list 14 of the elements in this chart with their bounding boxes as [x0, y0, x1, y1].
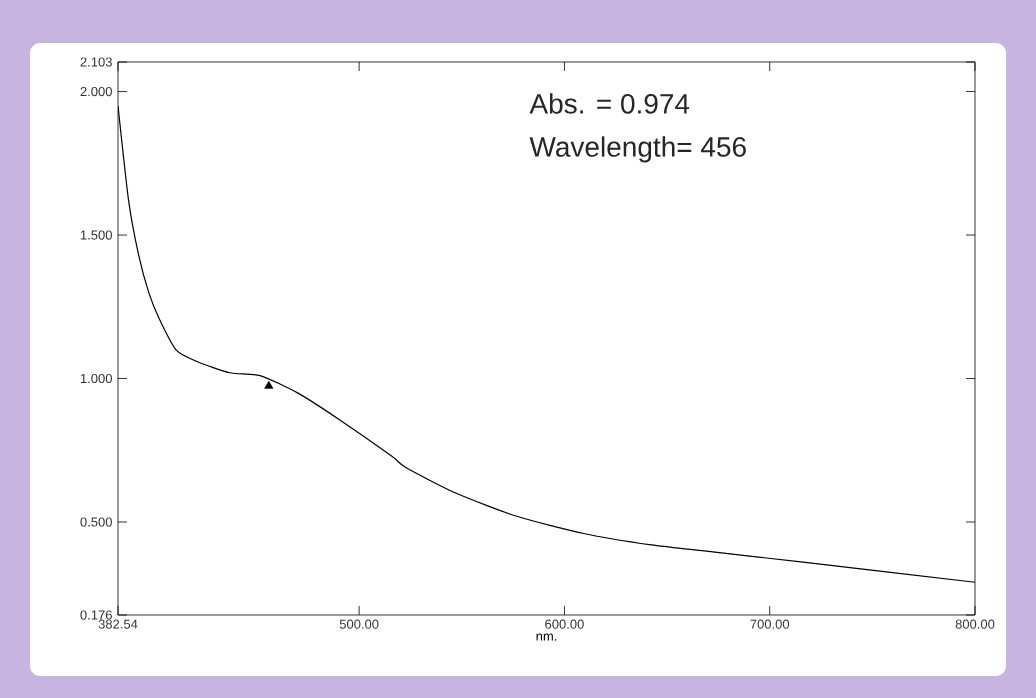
x-tick-label: 800.00	[955, 619, 995, 629]
y-tick-label: 1.500	[80, 230, 112, 240]
x-tick-label: 500.00	[339, 619, 379, 629]
y-tick-label: 2.103	[80, 57, 112, 67]
y-tick-label: 0.176	[80, 610, 112, 620]
y-tick-label: 2.000	[80, 86, 112, 97]
x-tick-label: 600.00	[545, 619, 584, 629]
y-tick-label: 1.000	[80, 373, 112, 384]
x-axis-title: nm.	[536, 633, 557, 641]
annotation: Abs. = 0.974	[529, 93, 690, 114]
annotation: Wavelength= 456	[529, 136, 746, 163]
x-tick-label: 382.54	[98, 619, 138, 629]
y-tick-label: 0.500	[80, 517, 112, 527]
x-tick-label: 700.00	[750, 619, 790, 629]
